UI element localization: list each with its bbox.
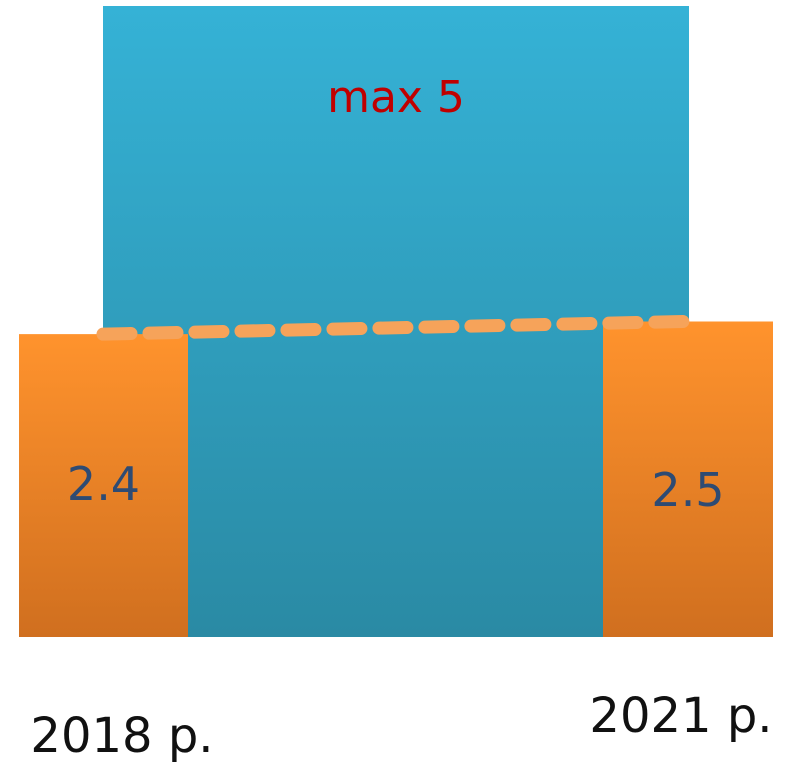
trend-dash-line (96, 315, 690, 341)
bar-2021 (603, 321, 773, 637)
category-label-2018: 2018 р. (30, 708, 213, 764)
max-label: max 5 (327, 72, 465, 123)
bar-2018 (19, 334, 188, 637)
category-label-2021: 2021 р. (589, 688, 772, 744)
value-label-2021: 2.5 (651, 463, 724, 517)
value-label-2018: 2.4 (67, 457, 140, 511)
